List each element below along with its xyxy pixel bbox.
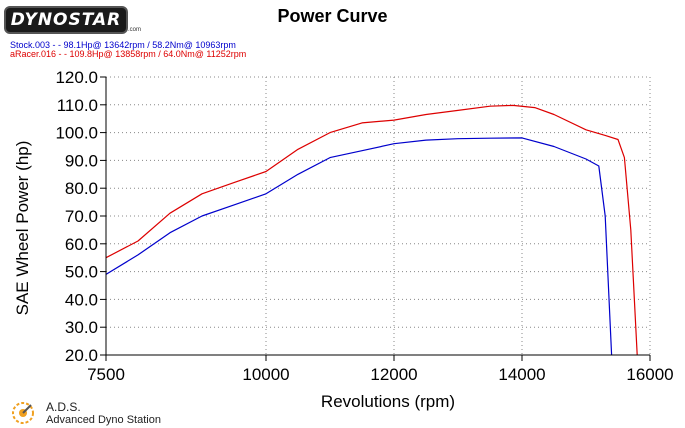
dynostar-logo: DYNOSTAR [4, 6, 128, 34]
ads-logo-icon [12, 402, 34, 424]
ads-brand: A.D.S. [46, 400, 81, 414]
legend-entry-stock: Stock.003 - - 98.1Hp@ 13642rpm / 58.2Nm@… [10, 40, 236, 50]
x-tick-label: 12000 [370, 365, 417, 384]
logo-text: DYNOSTAR [10, 10, 122, 30]
y-tick-label: 20.0 [65, 346, 98, 365]
y-tick-label: 40.0 [65, 290, 98, 309]
series-line-aracer-016 [105, 104, 638, 356]
x-tick-label: 7500 [87, 365, 125, 384]
y-tick-label: 100.0 [55, 124, 98, 143]
y-tick-label: 50.0 [65, 263, 98, 282]
x-axis-label: Revolutions (rpm) [321, 392, 455, 411]
y-tick-label: 110.0 [57, 96, 98, 115]
y-axis-label: SAE Wheel Power (hp) [13, 141, 32, 316]
series-line-stock-003 [105, 137, 613, 356]
y-tick-label: 60.0 [65, 235, 98, 254]
y-tick-label: 80.0 [65, 179, 98, 198]
chart-title: Power Curve [277, 6, 388, 26]
ads-description: Advanced Dyno Station [46, 414, 161, 426]
x-tick-label: 14000 [498, 365, 545, 384]
y-tick-label: 70.0 [65, 207, 98, 226]
y-tick-label: 120.0 [55, 68, 98, 87]
x-tick-label: 16000 [626, 365, 673, 384]
y-tick-label: 90.0 [65, 151, 98, 170]
x-tick-label: 10000 [242, 365, 289, 384]
logo-subtext: .com [128, 27, 142, 33]
legend-entry-aracer: aRacer.016 - - 109.8Hp@ 13858rpm / 64.0N… [10, 49, 247, 59]
y-tick-label: 30.0 [65, 318, 98, 337]
